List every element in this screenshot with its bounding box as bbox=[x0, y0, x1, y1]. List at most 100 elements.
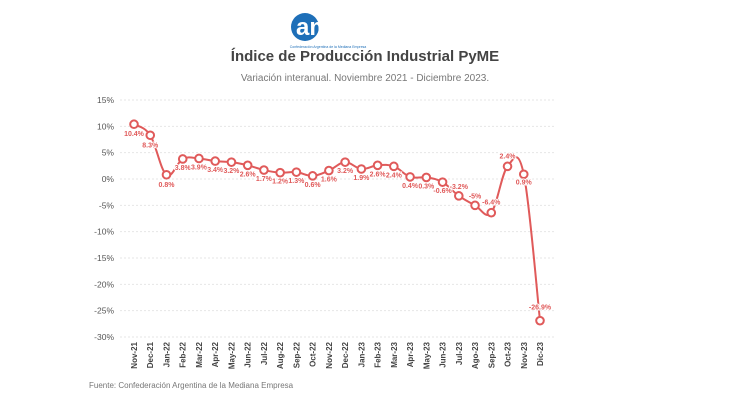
y-axis-ticks: 15% 10% 5% 0% -5% -10% -15% -20% -25% -30% bbox=[94, 95, 114, 342]
chart-title: Índice de Producción Industrial PyME bbox=[230, 48, 500, 65]
x-tick-label: Apr-22 bbox=[211, 341, 220, 367]
logo-circle-icon bbox=[291, 13, 319, 41]
x-tick-label: Nov-22 bbox=[325, 341, 334, 368]
data-label: 2.6% bbox=[370, 171, 387, 178]
data-label: 3.9% bbox=[191, 164, 208, 171]
data-label: -3.2% bbox=[450, 184, 469, 191]
data-points bbox=[129, 119, 545, 326]
x-tick-label: Dec-22 bbox=[341, 341, 350, 368]
x-tick-label: Dec-21 bbox=[146, 341, 155, 368]
gridlines bbox=[120, 99, 555, 338]
data-point bbox=[421, 172, 432, 183]
data-point bbox=[177, 154, 188, 164]
x-axis-ticks: Nov-21 Dec-21 Jan-22 Feb-22 Mar-22 Apr-22 May-… bbox=[130, 341, 545, 369]
data-point bbox=[535, 315, 545, 326]
data-point bbox=[145, 130, 156, 141]
data-label: 0.3% bbox=[418, 183, 435, 190]
data-point bbox=[324, 165, 334, 176]
data-point bbox=[470, 200, 480, 211]
y-tick-label: -5% bbox=[99, 200, 115, 210]
data-point bbox=[307, 171, 318, 181]
data-point bbox=[275, 167, 285, 178]
x-tick-label: Nov-21 bbox=[130, 341, 139, 368]
x-tick-label: Jun-23 bbox=[439, 341, 448, 367]
data-label: 2.4% bbox=[386, 172, 403, 179]
logo-text: ame bbox=[296, 14, 344, 41]
y-tick-label: 0% bbox=[102, 174, 115, 184]
came-logo: ame Confederación Argentina de la Median… bbox=[290, 13, 367, 49]
x-tick-label: Mar-22 bbox=[195, 341, 204, 367]
data-point bbox=[405, 172, 415, 182]
y-tick-label: -15% bbox=[94, 253, 114, 263]
data-label: -0.6% bbox=[433, 188, 452, 195]
data-point bbox=[210, 156, 220, 166]
x-tick-label: May-23 bbox=[422, 341, 431, 369]
data-label: 3.2% bbox=[337, 168, 354, 175]
data-label: 3.8% bbox=[175, 165, 192, 172]
source-note: Fuente: Confederación Argentina de la Me… bbox=[89, 381, 294, 390]
x-tick-label: Feb-23 bbox=[374, 341, 383, 367]
data-label: -6.4% bbox=[482, 200, 501, 207]
y-tick-label: 15% bbox=[97, 95, 114, 105]
x-tick-label: Dic-23 bbox=[536, 341, 545, 366]
data-label: 0.6% bbox=[305, 182, 322, 189]
data-point bbox=[486, 207, 497, 218]
x-tick-label: Mar-23 bbox=[390, 341, 399, 367]
data-point bbox=[502, 161, 513, 172]
data-point bbox=[194, 153, 204, 164]
data-point bbox=[454, 191, 464, 201]
data-label: 1.2% bbox=[272, 179, 289, 186]
x-tick-label: Aug-22 bbox=[276, 341, 285, 369]
series-line bbox=[133, 123, 541, 321]
x-tick-label: Sep-23 bbox=[487, 341, 496, 368]
data-label: 1.6% bbox=[321, 177, 338, 184]
data-point bbox=[259, 165, 269, 175]
logo-caption: Confederación Argentina de la Mediana Em… bbox=[290, 45, 367, 49]
data-label: 0.8% bbox=[158, 182, 175, 189]
data-label: 3.4% bbox=[207, 167, 224, 174]
chart-subtitle: Variación interanual. Noviembre 2021 - D… bbox=[240, 73, 490, 84]
x-tick-label: Apr-23 bbox=[406, 341, 415, 367]
data-label: 10.4% bbox=[124, 131, 145, 138]
data-point bbox=[340, 157, 350, 167]
data-point bbox=[226, 157, 237, 167]
y-tick-label: 5% bbox=[102, 148, 115, 158]
data-label: 2.4% bbox=[500, 153, 517, 160]
data-label: 2.6% bbox=[240, 171, 257, 178]
data-label: -26.9% bbox=[529, 305, 552, 312]
data-label: 0.4% bbox=[402, 183, 419, 190]
data-point bbox=[356, 164, 367, 174]
x-tick-label: Nov-23 bbox=[520, 341, 529, 368]
y-tick-label: -25% bbox=[94, 306, 114, 316]
data-label: 3.2% bbox=[223, 168, 240, 175]
x-tick-label: May-22 bbox=[227, 341, 236, 369]
x-tick-label: Jan-23 bbox=[357, 341, 366, 367]
x-tick-label: Feb-22 bbox=[179, 341, 188, 367]
data-label: 0.9% bbox=[516, 179, 533, 186]
data-label: 1.3% bbox=[288, 178, 305, 185]
data-point bbox=[372, 160, 383, 171]
data-point bbox=[437, 177, 448, 187]
x-tick-label: Oct-22 bbox=[309, 341, 318, 366]
y-tick-label: -30% bbox=[94, 332, 114, 342]
x-tick-label: Sep-22 bbox=[292, 341, 301, 368]
x-tick-label: Jul-23 bbox=[455, 341, 464, 365]
data-point bbox=[161, 169, 172, 180]
x-tick-label: Jan-22 bbox=[162, 341, 171, 367]
data-point bbox=[518, 169, 529, 180]
y-tick-label: -20% bbox=[94, 279, 114, 289]
data-label: 1.7% bbox=[256, 176, 273, 183]
data-point bbox=[389, 161, 399, 172]
data-label: 1.9% bbox=[353, 175, 370, 182]
x-tick-label: Jun-22 bbox=[244, 341, 253, 367]
data-label: -5% bbox=[469, 193, 482, 200]
data-label: 8.3% bbox=[142, 142, 159, 149]
x-tick-label: Oct-23 bbox=[504, 341, 513, 366]
y-tick-label: -10% bbox=[94, 227, 114, 237]
x-tick-label: Jul-22 bbox=[260, 341, 269, 365]
data-point bbox=[242, 160, 253, 171]
data-labels: 10.4%8.3%0.8%3.8% 3.9% 3.4% 3.2% 2.6%1.7% 1.2… bbox=[123, 130, 553, 312]
data-point bbox=[291, 167, 302, 177]
x-tick-label: Ago-23 bbox=[471, 341, 480, 369]
